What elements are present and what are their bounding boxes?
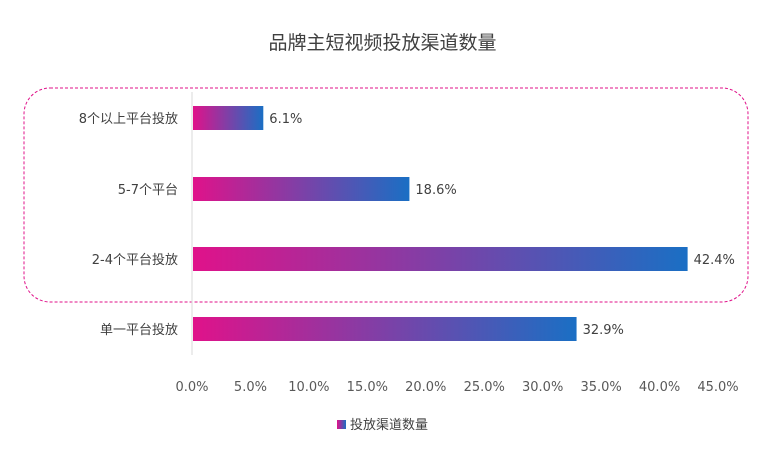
x-tick-label: 35.0% — [580, 380, 621, 395]
x-tick-label: 5.0% — [234, 380, 267, 395]
x-tick-label: 45.0% — [697, 380, 738, 395]
data-label: 18.6% — [415, 183, 456, 198]
x-tick-label: 25.0% — [464, 380, 505, 395]
bar — [193, 247, 688, 271]
category-label: 5-7个平台 — [118, 183, 178, 198]
data-label: 32.9% — [583, 323, 624, 338]
legend-swatch — [336, 420, 346, 429]
x-tick-label: 30.0% — [522, 380, 563, 395]
legend-label: 投放渠道数量 — [349, 418, 428, 433]
data-label: 42.4% — [694, 253, 735, 268]
highlight-box — [23, 87, 749, 303]
x-tick-label: 20.0% — [405, 380, 446, 395]
category-label: 单一平台投放 — [100, 322, 178, 338]
x-tick-label: 0.0% — [175, 380, 208, 395]
category-label: 8个以上平台投放 — [79, 111, 178, 127]
data-label: 6.1% — [269, 112, 302, 127]
category-label: 2-4个平台投放 — [92, 252, 178, 268]
bar — [193, 177, 410, 201]
legend: 投放渠道数量 — [0, 414, 765, 433]
bar — [193, 317, 577, 341]
bar — [193, 106, 264, 130]
x-tick-label: 15.0% — [347, 380, 388, 395]
x-tick-label: 10.0% — [288, 380, 329, 395]
chart-title: 品牌主短视频投放渠道数量 — [268, 32, 497, 54]
x-tick-label: 40.0% — [639, 380, 680, 395]
